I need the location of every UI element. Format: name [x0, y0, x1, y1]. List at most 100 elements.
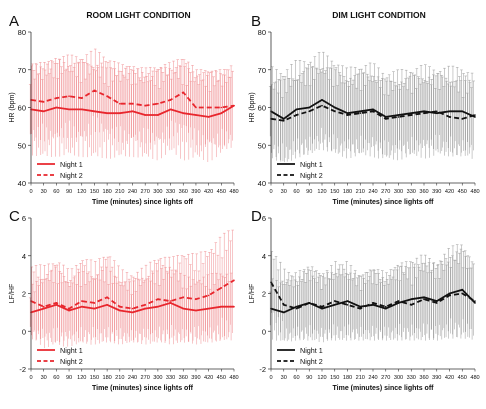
data-point	[195, 114, 197, 116]
data-point	[410, 112, 413, 114]
x-tick-label: 0	[29, 189, 32, 195]
data-point	[144, 307, 146, 310]
data-point	[372, 110, 374, 113]
data-point	[169, 300, 172, 302]
y-axis-label: HR (bpm)	[249, 92, 256, 122]
x-tick-label: 300	[394, 375, 403, 381]
x-tick-label: 120	[317, 189, 326, 195]
data-point	[321, 307, 323, 310]
data-point	[359, 110, 362, 113]
data-point	[423, 112, 425, 114]
x-tick-label: 30	[281, 375, 287, 381]
data-point	[106, 95, 108, 97]
data-point	[282, 119, 285, 122]
y-tick-label: 40	[18, 179, 26, 188]
data-point	[474, 302, 476, 304]
data-point	[42, 305, 45, 308]
data-point	[106, 296, 108, 299]
y-tick-label: 2	[22, 290, 26, 299]
x-tick-label: 60	[53, 375, 59, 381]
x-tick-label: 0	[269, 375, 272, 381]
data-point	[157, 305, 159, 308]
data-point	[55, 304, 58, 306]
y-axis-label: HR (bpm)	[9, 92, 16, 122]
data-point	[308, 110, 311, 113]
data-point	[295, 114, 298, 116]
data-point	[423, 298, 425, 300]
data-point	[157, 298, 159, 300]
x-tick-label: 480	[229, 375, 238, 381]
y-tick-label: 50	[258, 141, 266, 150]
data-point	[195, 309, 197, 312]
x-tick-label: 210	[356, 375, 365, 381]
x-tick-label: 360	[419, 189, 428, 195]
data-point	[333, 106, 336, 109]
data-point	[80, 97, 83, 99]
x-tick-label: 240	[368, 189, 377, 195]
data-point	[93, 89, 96, 92]
data-point	[384, 116, 387, 118]
x-tick-label: 330	[166, 189, 175, 195]
legend-label: Night 2	[300, 357, 323, 366]
x-tick-label: 240	[368, 375, 377, 381]
data-point	[182, 112, 185, 114]
data-point	[55, 97, 58, 99]
legend-label: Night 2	[60, 171, 83, 180]
x-tick-label: 180	[102, 189, 111, 195]
data-point	[42, 101, 45, 103]
data-point	[131, 307, 134, 310]
x-tick-label: 120	[317, 375, 326, 381]
data-point	[359, 305, 362, 308]
y-tick-label: 70	[258, 66, 266, 75]
data-point	[157, 102, 159, 105]
data-point	[359, 307, 362, 310]
y-tick-label: 0	[262, 327, 266, 336]
data-point	[474, 116, 476, 118]
y-tick-label: 80	[18, 28, 26, 37]
data-point	[333, 304, 336, 306]
data-point	[295, 307, 298, 310]
x-tick-label: 420	[445, 189, 454, 195]
data-point	[144, 104, 146, 107]
data-point	[55, 106, 58, 109]
x-tick-label: 240	[128, 189, 137, 195]
data-point	[80, 305, 83, 308]
data-point	[346, 304, 349, 306]
data-point	[410, 114, 413, 116]
y-tick-label: 50	[18, 141, 26, 150]
data-point	[397, 300, 400, 302]
legend: Night 1 Night 2	[37, 160, 83, 180]
x-tick-label: 270	[141, 375, 150, 381]
data-point	[119, 102, 121, 105]
data-point	[372, 108, 374, 111]
data-point	[68, 307, 70, 310]
x-tick-label: 90	[306, 189, 312, 195]
data-point	[321, 305, 323, 308]
data-point	[410, 298, 413, 300]
y-tick-label: -2	[259, 365, 266, 374]
panel-title: DIM LIGHT CONDITION	[332, 10, 426, 20]
y-tick-label: 40	[258, 179, 266, 188]
x-tick-label: 0	[29, 375, 32, 381]
data-point	[410, 304, 413, 306]
data-point	[144, 304, 146, 306]
data-point	[474, 114, 476, 116]
panel-letter: A	[9, 13, 19, 30]
data-point	[346, 112, 349, 114]
data-point	[80, 108, 83, 111]
x-axis-label: Time (minutes) since lights off	[92, 199, 194, 206]
x-tick-label: 360	[179, 375, 188, 381]
x-tick-label: 30	[41, 375, 47, 381]
x-tick-label: 300	[153, 189, 162, 195]
x-tick-label: 420	[445, 375, 454, 381]
x-tick-label: 390	[191, 189, 200, 195]
data-point	[119, 309, 121, 312]
y-tick-label: 4	[262, 252, 266, 261]
x-tick-label: 0	[269, 189, 272, 195]
data-point	[448, 110, 451, 113]
x-tick-label: 30	[281, 189, 287, 195]
legend-label: Night 1	[60, 160, 83, 169]
legend-label: Night 1	[60, 346, 83, 355]
data-point	[397, 114, 400, 116]
